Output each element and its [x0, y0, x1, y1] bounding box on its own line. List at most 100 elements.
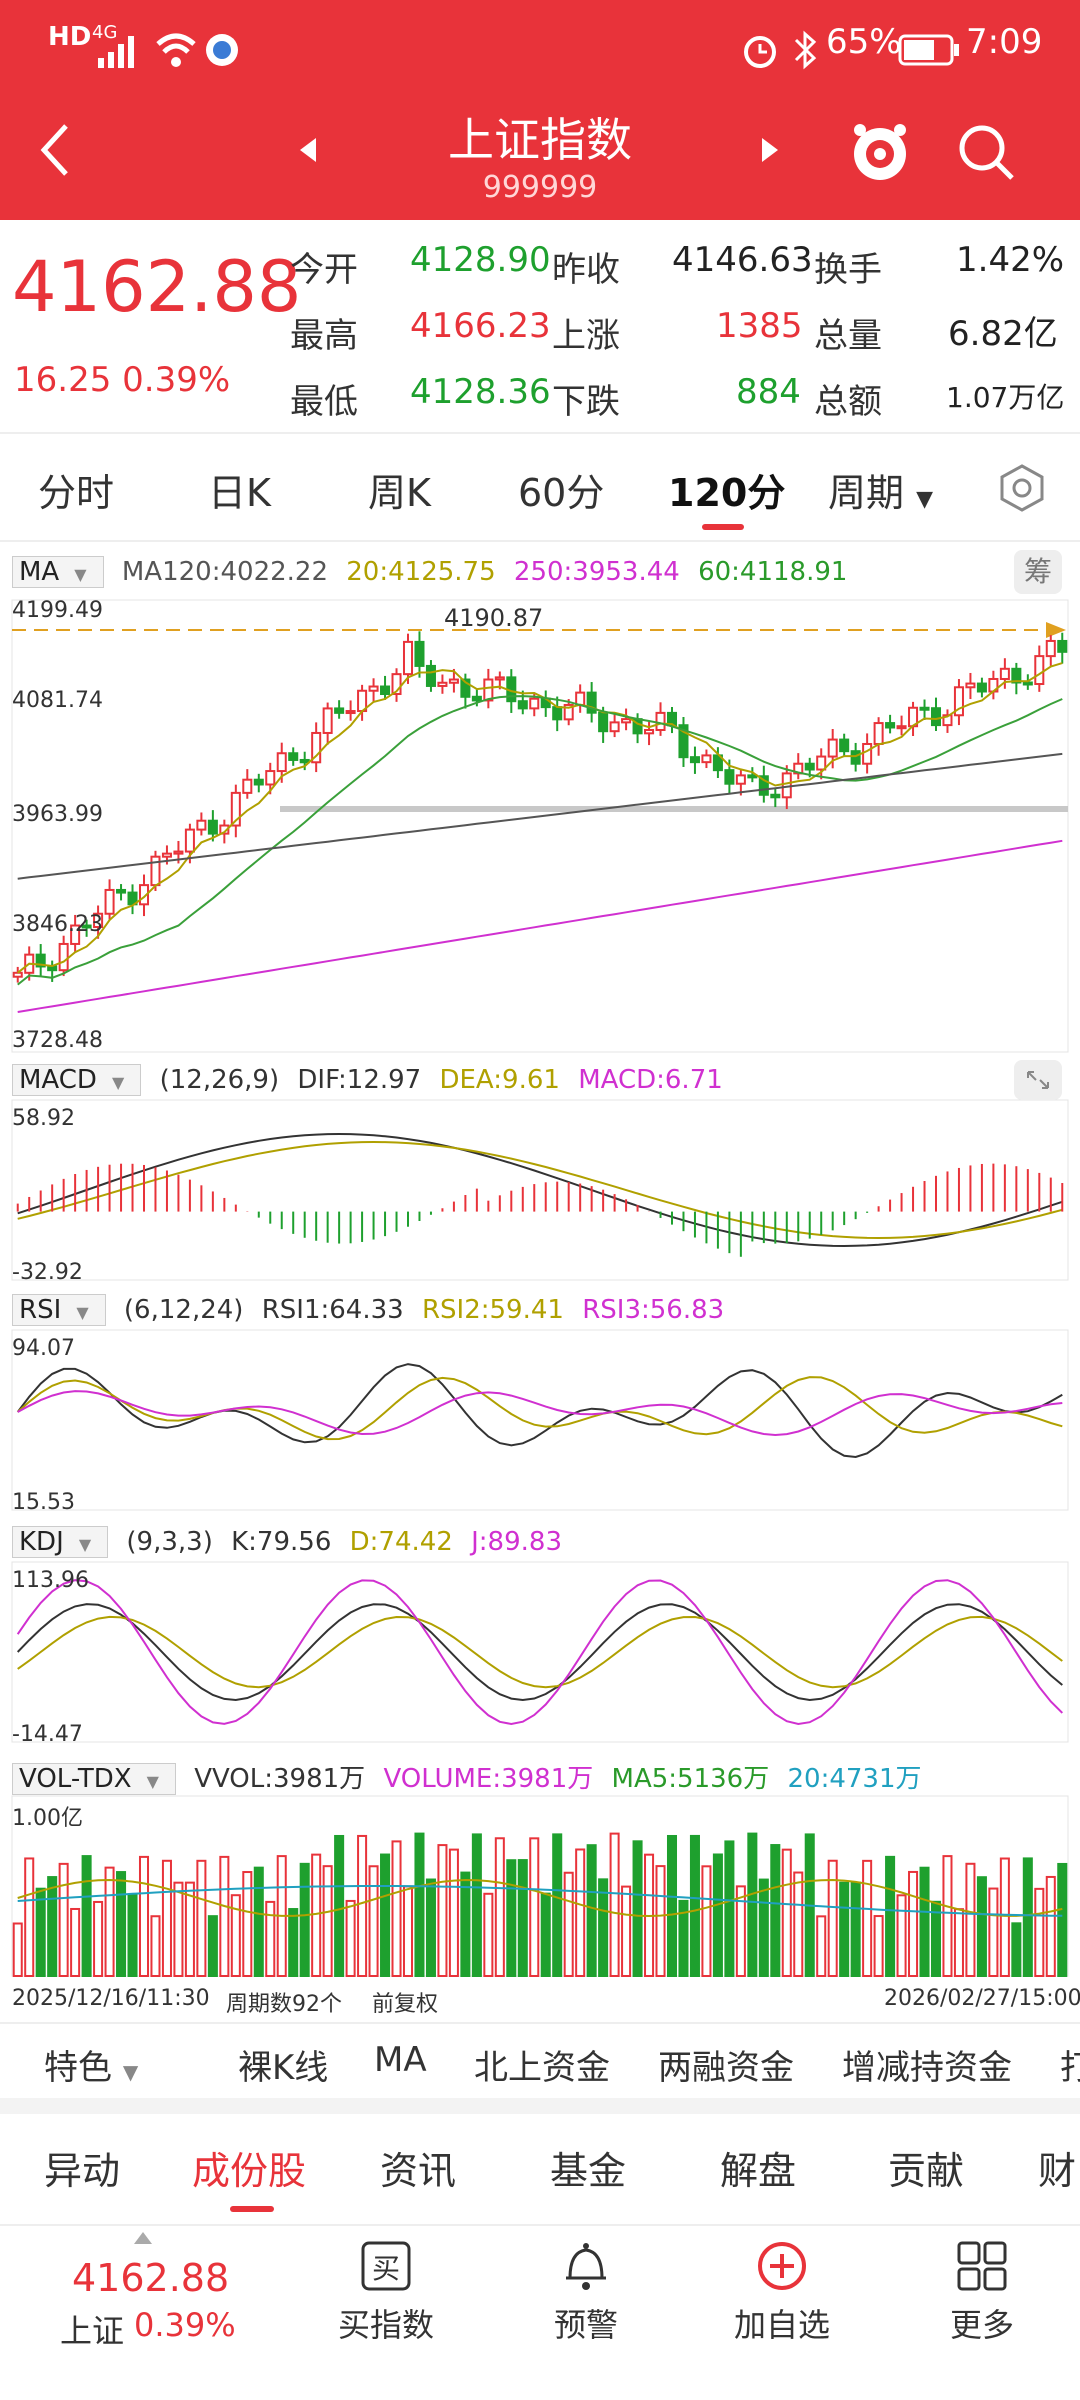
candle-body	[758, 775, 769, 796]
nav-buy-index[interactable]: 买指数	[337, 2306, 434, 2344]
feature-margin[interactable]: 两融资金	[658, 2048, 794, 2088]
candle-body	[448, 678, 459, 684]
macd-selector[interactable]: MACD ▼	[12, 1064, 142, 1096]
feature-more[interactable]: 打	[1060, 2048, 1080, 2088]
volume-bar	[104, 1866, 115, 1977]
tab-period[interactable]: 周期 ▼	[828, 471, 934, 515]
tab-contribution[interactable]: 贡献	[888, 2149, 965, 2193]
candle-body	[402, 640, 414, 676]
volume-chart	[12, 1832, 1068, 1978]
pane-frame	[11, 1329, 1069, 1511]
nav-index-pct: 0.39%	[134, 2306, 236, 2344]
buy-icon[interactable]: 买	[360, 2240, 412, 2292]
y-axis-mid: 4081.74	[12, 688, 103, 713]
nav-index-price[interactable]: 4162.88	[72, 2256, 230, 2300]
volume-bar	[862, 1859, 873, 1977]
candle-body	[425, 664, 436, 687]
mascot-icon[interactable]	[848, 118, 912, 188]
tab-news[interactable]: 资讯	[380, 2149, 457, 2193]
signal-icon	[98, 36, 134, 68]
kline-chart-area[interactable]	[0, 590, 1080, 2010]
nav-more[interactable]: 更多	[949, 2306, 1014, 2344]
j-value: J:89.83	[471, 1527, 562, 1557]
volume-bar	[965, 1862, 976, 1977]
bluetooth-icon	[794, 30, 817, 70]
volume-bar	[976, 1876, 987, 1978]
tab-daily-k[interactable]: 日K	[208, 471, 271, 515]
candle-body	[689, 756, 700, 764]
open-label: 今开	[290, 250, 358, 290]
candle-body	[598, 711, 609, 733]
kdj-selector[interactable]: KDJ ▼	[12, 1526, 109, 1558]
search-icon[interactable]	[954, 120, 1018, 184]
prev-index-icon[interactable]	[296, 136, 320, 164]
volume-bar	[345, 1899, 356, 1978]
k-line	[16, 1603, 1063, 1702]
volume-bar	[747, 1832, 758, 1977]
add-circle-icon[interactable]	[756, 2240, 808, 2292]
turnover-value: 1.42%	[956, 240, 1065, 280]
candle-body	[1057, 639, 1068, 653]
volume-bar	[816, 1915, 827, 1977]
bell-icon[interactable]	[560, 2238, 612, 2294]
clock: 7:09	[966, 22, 1043, 62]
volume-bar	[184, 1881, 195, 1978]
battery-icon	[898, 34, 959, 66]
volume-bar	[575, 1848, 586, 1977]
volume-bar	[12, 1922, 23, 1977]
tab-funds[interactable]: 基金	[550, 2149, 627, 2193]
candle-body	[104, 888, 115, 915]
volume-bar	[483, 1892, 494, 1978]
volume-bar	[908, 1870, 919, 1978]
back-arrow-icon[interactable]	[36, 120, 76, 180]
volume-bar	[127, 1894, 138, 1977]
candle-body	[999, 667, 1010, 680]
hd-indicator: HD	[48, 22, 92, 52]
nav-add-watchlist[interactable]: 加自选	[733, 2306, 830, 2344]
candle-body	[288, 752, 299, 761]
nav-index-name: 上证	[60, 2312, 125, 2350]
chip-distribution-button[interactable]: 筹	[1014, 550, 1062, 594]
tab-minute[interactable]: 分时	[38, 471, 115, 515]
vol-selector[interactable]: VOL-TDX ▼	[12, 1763, 176, 1795]
volume-bar	[116, 1871, 127, 1978]
volume-bar	[322, 1865, 333, 1978]
tab-weekly-k[interactable]: 周K	[368, 471, 431, 515]
volume-bar	[701, 1865, 712, 1977]
tab-constituents[interactable]: 成份股	[192, 2149, 307, 2193]
volume-bar	[402, 1885, 414, 1978]
volume-bar	[1022, 1857, 1033, 1978]
ma-selector[interactable]: MA ▼	[12, 556, 104, 588]
feature-ma[interactable]: MA	[374, 2040, 427, 2080]
tab-movement[interactable]: 异动	[44, 2149, 121, 2193]
buy-icon-glyph: 买	[372, 2252, 400, 2285]
candle-body	[35, 953, 46, 968]
feature-holding-change[interactable]: 增减持资金	[842, 2048, 1012, 2088]
candle-body	[862, 742, 873, 765]
rsi-selector[interactable]: RSI ▼	[12, 1294, 106, 1326]
grid-menu-icon[interactable]	[956, 2240, 1008, 2292]
feature-northbound[interactable]: 北上资金	[474, 2048, 610, 2088]
volume-bar	[678, 1899, 689, 1978]
tab-finance[interactable]: 财	[1038, 2149, 1077, 2193]
volume-bar	[1011, 1922, 1022, 1978]
candle-body	[644, 729, 655, 735]
tab-analysis[interactable]: 解盘	[720, 2149, 797, 2193]
candle-body	[12, 971, 23, 978]
volume-bar	[839, 1881, 850, 1977]
settings-hex-icon[interactable]	[996, 462, 1048, 514]
volume-bar	[586, 1844, 597, 1978]
expand-icon[interactable]	[1014, 1060, 1062, 1100]
tab-120min[interactable]: 120分	[668, 471, 786, 515]
nav-alert[interactable]: 预警	[553, 2306, 618, 2344]
tab-60min[interactable]: 60分	[518, 471, 605, 515]
feature-special[interactable]: 特色 ▼	[44, 2048, 139, 2088]
candle-body	[575, 691, 586, 706]
next-index-icon[interactable]	[758, 136, 782, 164]
volume-bar	[253, 1866, 264, 1978]
rsi3-line	[17, 1390, 1063, 1437]
feature-naked-k[interactable]: 裸K线	[238, 2048, 329, 2088]
candle-body	[770, 793, 781, 799]
candle-body	[839, 738, 850, 753]
volume-bar	[506, 1859, 517, 1978]
